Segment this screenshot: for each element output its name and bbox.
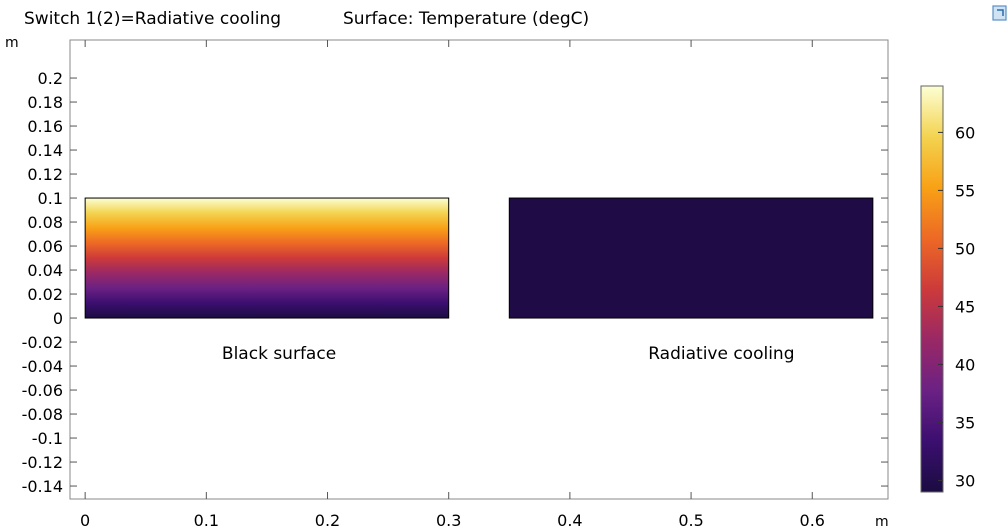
x-tick-label: 0.1 <box>194 511 219 530</box>
y-tick-label: -0.02 <box>22 333 63 352</box>
radiative-cooling-label: Radiative cooling <box>648 344 794 364</box>
x-axis-unit: m <box>875 514 889 530</box>
y-tick-label: 0.02 <box>27 285 63 304</box>
radiative-cooling-domain <box>508 197 874 319</box>
black-surface-domain <box>84 197 450 319</box>
y-tick-label: 0.16 <box>27 117 63 136</box>
view-toggle-icon[interactable] <box>990 3 1008 23</box>
y-tick-label: -0.06 <box>22 381 63 400</box>
x-tick-label: 0.4 <box>557 511 582 530</box>
y-tick-label: 0.14 <box>27 141 63 160</box>
x-tick-label: 0.2 <box>315 511 340 530</box>
colorbar-tick-label: 50 <box>955 239 975 258</box>
y-tick-label: -0.14 <box>22 477 63 496</box>
y-tick-label: 0.2 <box>38 69 63 88</box>
y-tick-label: -0.12 <box>22 453 63 472</box>
colorbar-tick-label: 55 <box>955 181 975 200</box>
plot-title: Surface: Temperature (degC) <box>343 9 590 29</box>
colorbar-tick-label: 30 <box>955 471 975 490</box>
plot-subtitle: Switch 1(2)=Radiative cooling <box>24 9 282 29</box>
x-tick-label: 0.5 <box>678 511 703 530</box>
y-tick-label: 0.06 <box>27 237 63 256</box>
colorbar <box>920 85 944 493</box>
colorbar-tick-label: 40 <box>955 355 975 374</box>
y-tick-label: 0.08 <box>27 213 63 232</box>
y-tick-label: 0.1 <box>38 189 63 208</box>
y-tick-label: 0.12 <box>27 165 63 184</box>
colorbar-tick-label: 45 <box>955 297 975 316</box>
colorbar-tick-label: 35 <box>955 413 975 432</box>
x-tick-label: 0.6 <box>800 511 825 530</box>
y-axis-unit: m <box>5 35 19 51</box>
y-tick-label: 0.18 <box>27 93 63 112</box>
x-tick-label: 0.3 <box>436 511 461 530</box>
black-surface-label: Black surface <box>222 344 336 364</box>
y-tick-label: 0 <box>53 309 63 328</box>
colorbar-tick-label: 60 <box>955 123 975 142</box>
y-tick-label: -0.04 <box>22 357 63 376</box>
y-tick-label: -0.08 <box>22 405 63 424</box>
y-tick-label: -0.1 <box>32 429 63 448</box>
x-tick-label: 0 <box>80 511 90 530</box>
y-tick-label: 0.04 <box>27 261 63 280</box>
